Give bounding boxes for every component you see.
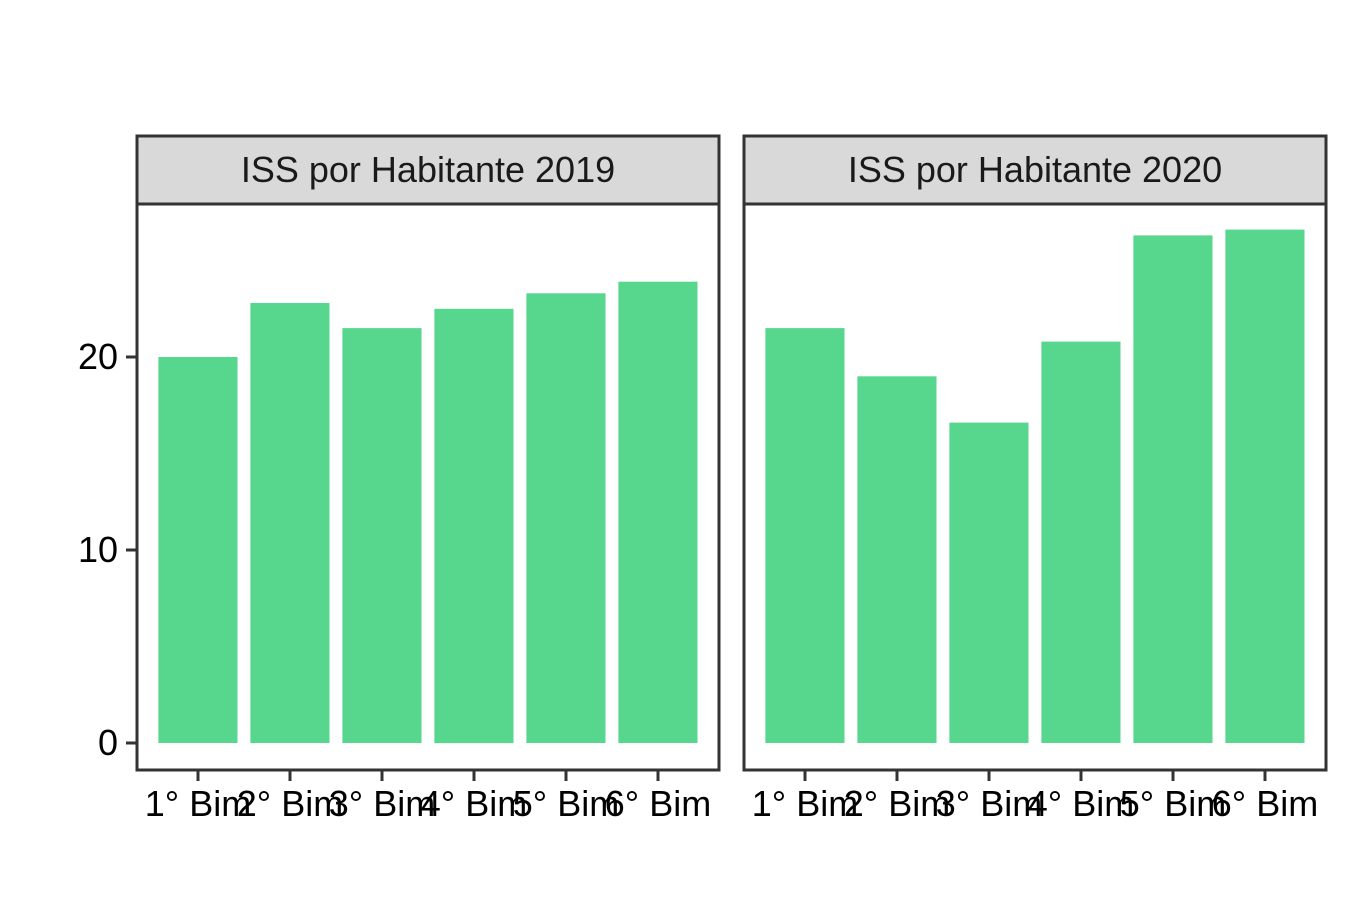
bar [526,293,606,743]
bar [857,376,937,743]
bars [158,281,698,744]
y-axis: 0 10 20 [78,336,137,763]
x-tick-label: 5° Bim [1120,783,1226,824]
y-tick-label: 0 [98,722,118,763]
x-tick-label: 5° Bim [513,783,619,824]
x-tick-label: 3° Bim [936,783,1042,824]
bar [1133,235,1213,743]
bar [1225,229,1305,744]
bar [434,308,514,744]
panel-title: ISS por Habitante 2020 [848,149,1222,190]
strip-background [742,134,1328,206]
x-tick-label: 3° Bim [329,783,435,824]
bar [342,328,422,743]
x-tick-label: 2° Bim [237,783,343,824]
x-tick-label: 2° Bim [844,783,950,824]
y-tick-label: 20 [78,336,118,377]
panel-title: ISS por Habitante 2019 [241,149,615,190]
x-tick-label: 4° Bim [421,783,527,824]
x-tick-label: 1° Bim [752,783,858,824]
bar [1041,341,1121,743]
bar [618,281,698,743]
bar [158,357,238,743]
x-tick-label: 4° Bim [1028,783,1134,824]
y-tick-label: 10 [78,529,118,570]
x-tick-label: 1° Bim [145,783,251,824]
bar [949,422,1029,743]
plot-panel-border [742,202,1328,772]
x-tick-label: 6° Bim [1212,783,1318,824]
x-tick-label: 6° Bim [605,783,711,824]
plot-panel-border [135,202,721,772]
bar [250,303,330,743]
bars [765,229,1305,744]
strip-background [135,134,721,206]
bar [765,328,845,743]
